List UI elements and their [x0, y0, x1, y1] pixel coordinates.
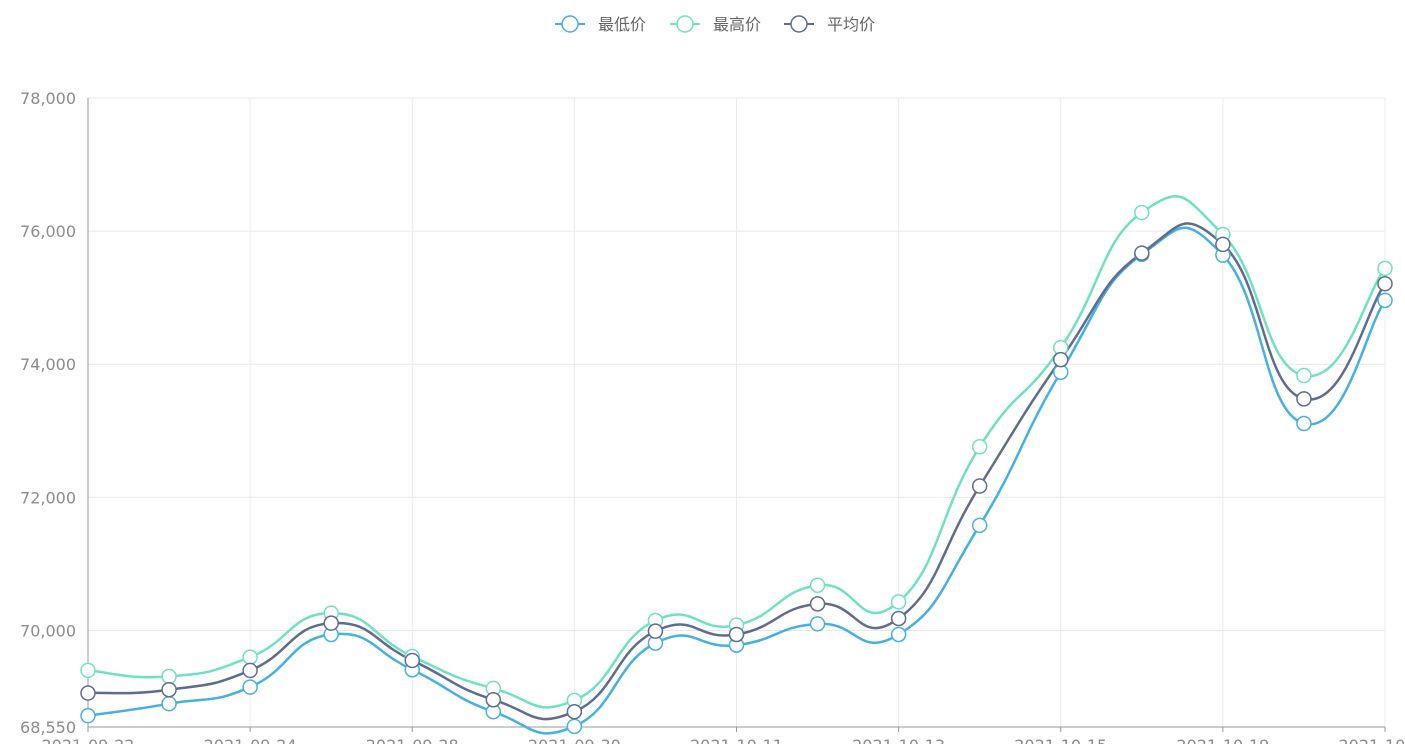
data-point-series-1[interactable] — [890, 594, 907, 610]
legend-label-0[interactable]: 最低价 — [598, 15, 646, 34]
data-point-series-0[interactable] — [242, 679, 258, 695]
data-point-series-2[interactable] — [1377, 275, 1393, 292]
data-point-series-1[interactable] — [1134, 204, 1150, 221]
data-point-series-2[interactable] — [890, 610, 907, 627]
data-point-series-2[interactable] — [1053, 351, 1069, 368]
data-point-series-2[interactable] — [404, 652, 420, 669]
data-point-series-0[interactable] — [80, 707, 96, 724]
x-tick-label: 2021-09-22 — [42, 736, 135, 744]
legend-marker-1[interactable] — [676, 15, 694, 33]
data-point-series-2[interactable] — [242, 662, 258, 679]
x-tick-label: 2021-10-21 — [1339, 736, 1405, 744]
x-tick-label: 2021-10-15 — [1014, 736, 1107, 744]
data-point-series-1[interactable] — [1377, 260, 1393, 277]
data-point-series-2[interactable] — [323, 615, 339, 631]
legend: 最低价 最高价 平均价 — [555, 15, 875, 34]
x-tick-label: 2021-10-13 — [852, 736, 945, 744]
y-axis-ticks: 68,550 70,000 72,000 74,000 76,000 78,000 — [20, 89, 76, 737]
data-point-series-2[interactable] — [809, 596, 826, 612]
y-tick-label: 72,000 — [20, 488, 76, 507]
x-tick-label: 2021-09-28 — [366, 736, 459, 744]
data-point-series-2[interactable] — [161, 681, 177, 698]
legend-marker-2[interactable] — [790, 15, 808, 33]
data-point-series-0[interactable] — [1377, 292, 1393, 309]
data-point-series-1[interactable] — [971, 439, 988, 455]
y-tick-label: 76,000 — [20, 222, 76, 241]
series-points — [80, 204, 1393, 735]
data-point-series-0[interactable] — [890, 626, 907, 643]
data-point-series-0[interactable] — [566, 718, 583, 735]
data-point-series-2[interactable] — [1134, 245, 1150, 261]
y-tick-label: 68,550 — [20, 718, 76, 737]
data-point-series-2[interactable] — [728, 626, 745, 643]
data-point-series-0[interactable] — [161, 695, 177, 712]
data-point-series-1[interactable] — [809, 577, 826, 593]
data-point-series-0[interactable] — [971, 517, 988, 534]
data-point-series-1[interactable] — [1296, 367, 1312, 384]
data-point-series-1[interactable] — [80, 662, 96, 679]
data-point-series-2[interactable] — [1296, 391, 1312, 407]
legend-label-1[interactable]: 最高价 — [713, 15, 761, 34]
y-tick-label: 70,000 — [20, 621, 76, 640]
data-point-series-1[interactable] — [161, 668, 177, 685]
legend-marker-0[interactable] — [561, 15, 579, 33]
data-point-series-0[interactable] — [809, 616, 826, 632]
data-point-series-2[interactable] — [1215, 236, 1231, 253]
data-point-series-0[interactable] — [1296, 415, 1312, 432]
y-tick-label: 78,000 — [20, 89, 76, 108]
data-point-series-2[interactable] — [485, 691, 502, 708]
data-point-series-2[interactable] — [971, 478, 988, 494]
x-tick-label: 2021-09-30 — [528, 736, 621, 744]
y-tick-label: 74,000 — [20, 355, 76, 374]
data-point-series-1[interactable] — [242, 649, 258, 665]
x-tick-label: 2021-10-19 — [1176, 736, 1269, 744]
data-point-series-2[interactable] — [566, 703, 583, 720]
x-tick-label: 2021-09-24 — [204, 736, 297, 744]
legend-label-2[interactable]: 平均价 — [827, 15, 875, 34]
data-point-series-2[interactable] — [647, 623, 664, 639]
x-axis-ticks: 2021-09-22 2021-09-24 2021-09-28 2021-09-30… — [42, 736, 1405, 744]
x-tick-label: 2021-10-11 — [690, 736, 783, 744]
data-point-series-2[interactable] — [80, 685, 96, 701]
